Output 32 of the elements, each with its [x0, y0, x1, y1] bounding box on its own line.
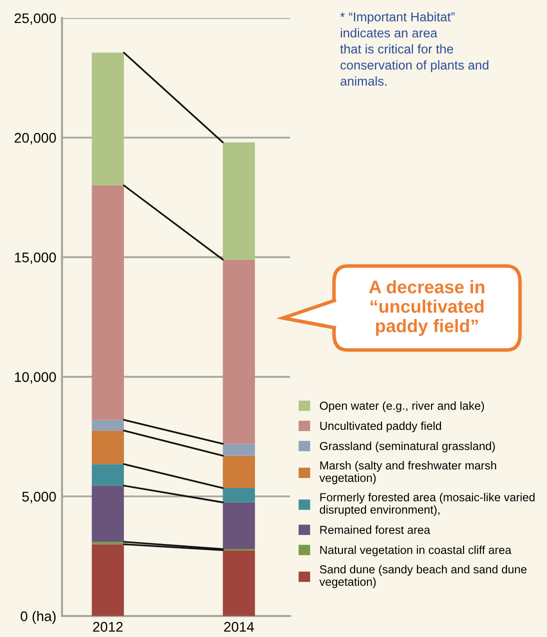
- bar: [92, 185, 124, 420]
- y-tick-label: 0 (ha): [20, 610, 56, 624]
- bar: [92, 486, 124, 542]
- legend-label: Grassland (seminatural grassland): [320, 442, 495, 452]
- legend-label: Formerly forested area (mosaic-like varied disrupted environment),: [320, 492, 535, 516]
- bar: [92, 420, 124, 431]
- x-tick-label: 2014: [224, 622, 254, 632]
- y-tick-label: 15,000: [15, 252, 56, 264]
- y-tick-label: 25,000: [14, 13, 56, 25]
- legend-label: Sand dune (sandy beach and sand dune vegetation): [319, 564, 527, 588]
- legend-label: Marsh (salty and freshwater marsh vegetation): [319, 461, 496, 484]
- bar: [222, 142, 255, 260]
- bar: [92, 464, 124, 486]
- bar: [222, 456, 255, 488]
- legend-label: Uncultivated paddy field: [320, 422, 442, 432]
- bar: [92, 430, 124, 464]
- bar: [222, 550, 255, 616]
- y-tick-label: 5,000: [22, 492, 56, 504]
- text: * “Important Habitat” indicates an area that is critical for the conservation of plants and animals.: [340, 12, 488, 86]
- legend-label: Open water (e.g., river and lake): [320, 401, 484, 412]
- bar: [222, 444, 255, 456]
- text: A decrease in “uncultivated paddy field”: [369, 280, 484, 336]
- bar: [222, 488, 255, 502]
- y-tick-label: 20,000: [14, 132, 56, 144]
- bar: [222, 260, 255, 444]
- legend-label: Remained forest area: [320, 525, 430, 534]
- bar: [92, 52, 124, 186]
- y-tick-label: 10,000: [15, 372, 56, 384]
- bar: [222, 502, 255, 550]
- legend-label: Natural vegetation in coastal cliff area: [320, 546, 512, 556]
- x-tick-label: 2012: [93, 622, 123, 632]
- bar: [92, 544, 124, 616]
